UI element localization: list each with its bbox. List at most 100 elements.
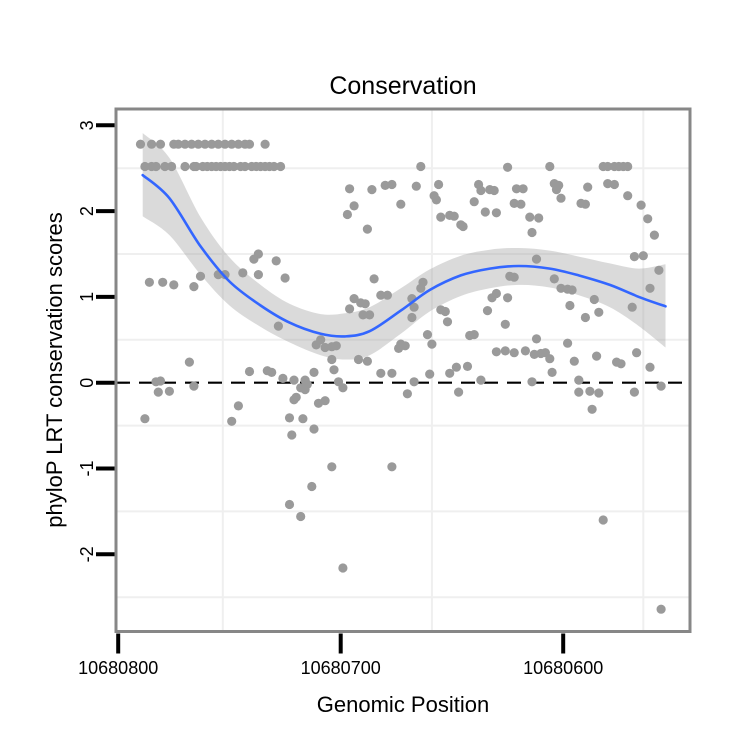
data-point xyxy=(534,213,544,223)
grid-layer xyxy=(116,109,690,632)
data-point xyxy=(253,270,263,280)
data-point xyxy=(387,368,397,378)
data-point xyxy=(549,274,559,284)
data-point xyxy=(300,375,310,385)
data-point xyxy=(462,361,473,371)
data-point xyxy=(509,198,519,208)
data-point xyxy=(160,161,170,172)
data-point xyxy=(436,212,446,222)
data-point xyxy=(422,330,433,340)
data-point xyxy=(656,381,666,391)
data-point xyxy=(632,348,642,358)
data-point xyxy=(158,277,168,287)
data-point xyxy=(376,290,386,300)
confidence-ribbon-layer xyxy=(142,133,666,360)
data-point xyxy=(173,139,183,149)
data-point xyxy=(629,387,640,397)
data-point xyxy=(491,347,501,357)
data-point xyxy=(284,499,295,510)
data-point xyxy=(338,383,348,393)
data-point xyxy=(656,604,666,614)
data-point xyxy=(289,395,299,405)
data-point xyxy=(411,181,421,191)
data-point xyxy=(189,282,199,292)
data-point xyxy=(649,230,660,240)
data-point xyxy=(244,366,255,377)
data-point xyxy=(284,413,295,423)
data-point xyxy=(567,285,577,295)
data-point xyxy=(362,224,372,234)
data-point xyxy=(585,386,595,396)
y-axis-tick-label: 2 xyxy=(77,206,97,216)
data-point xyxy=(345,304,355,314)
data-point xyxy=(409,302,419,312)
y-axis-tick-label: 3 xyxy=(77,120,97,130)
data-point xyxy=(140,414,150,424)
smooth-trend-line xyxy=(141,173,667,338)
chart-title: Conservation xyxy=(329,72,476,100)
data-point xyxy=(249,254,259,264)
y-axis-title: phyloP LRT conservation scores xyxy=(42,212,67,528)
data-point xyxy=(476,375,486,385)
data-point xyxy=(503,293,513,303)
data-point xyxy=(238,268,248,278)
data-point xyxy=(563,338,573,348)
data-point xyxy=(594,307,604,317)
data-point xyxy=(289,375,299,385)
data-point xyxy=(500,346,510,356)
data-point xyxy=(603,161,613,172)
data-point xyxy=(240,161,250,172)
data-point xyxy=(445,368,455,378)
data-point xyxy=(233,401,243,411)
data-point xyxy=(260,139,270,149)
data-point xyxy=(369,274,379,284)
data-point xyxy=(469,330,479,340)
data-point xyxy=(169,280,179,290)
data-point xyxy=(296,511,306,522)
data-point xyxy=(213,139,223,149)
data-point xyxy=(342,209,352,220)
data-point xyxy=(191,161,201,172)
data-point xyxy=(187,139,197,149)
data-point xyxy=(551,185,562,195)
data-point xyxy=(387,179,397,190)
y-axis-tick-label: 0 xyxy=(77,378,97,388)
data-point xyxy=(200,139,210,149)
data-point xyxy=(140,161,150,172)
data-point xyxy=(636,200,646,210)
data-point xyxy=(425,369,435,379)
data-point xyxy=(489,185,499,196)
data-point xyxy=(367,185,377,195)
smooth-line-layer xyxy=(141,173,667,338)
data-point xyxy=(491,208,501,218)
y-axis-tick-label: -1 xyxy=(77,460,97,476)
data-point xyxy=(349,201,359,211)
data-point xyxy=(151,161,161,172)
data-point xyxy=(155,139,166,149)
data-point xyxy=(480,207,490,217)
data-point xyxy=(278,373,288,383)
data-point xyxy=(365,310,375,320)
data-point xyxy=(189,381,199,391)
x-axis-tick-label: 10680600 xyxy=(523,658,603,678)
data-point xyxy=(229,161,239,172)
data-point xyxy=(164,386,174,396)
data-point xyxy=(458,221,468,232)
data-point xyxy=(449,211,459,221)
data-point xyxy=(645,362,655,372)
axis-ticks-layer xyxy=(96,123,566,654)
data-point xyxy=(244,139,255,149)
data-point xyxy=(645,283,655,293)
data-point xyxy=(545,161,555,172)
data-point xyxy=(503,162,513,172)
data-point xyxy=(454,387,464,397)
data-point xyxy=(387,462,397,472)
data-point xyxy=(511,184,522,194)
data-point xyxy=(227,139,237,149)
data-point xyxy=(469,197,479,207)
data-point xyxy=(629,252,640,262)
data-point xyxy=(167,161,177,172)
data-point xyxy=(589,294,599,305)
data-point xyxy=(516,199,526,209)
